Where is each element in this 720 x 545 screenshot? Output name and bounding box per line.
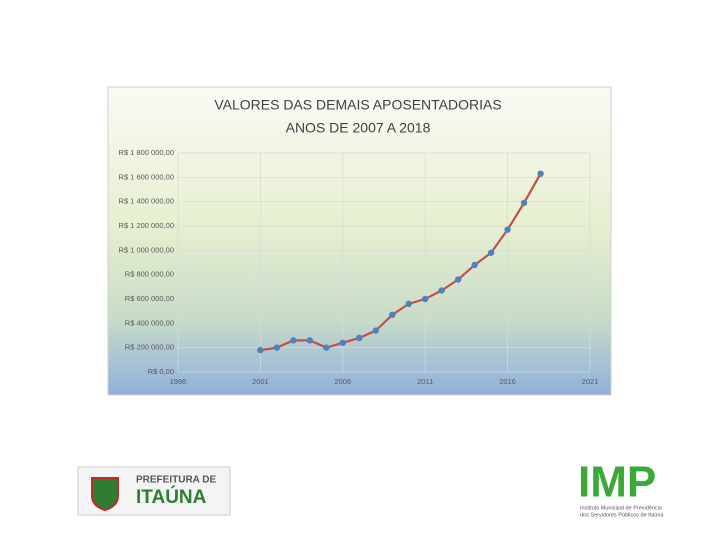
chart-subtitle: ANOS DE 2007 A 2018 bbox=[286, 120, 431, 136]
logo-text: Instituto Municipal de Previdência bbox=[580, 505, 663, 511]
logo-text: PREFEITURA DE bbox=[136, 475, 217, 486]
y-tick-label: R$ 1 600 000,00 bbox=[119, 172, 174, 181]
chart-title: VALORES DAS DEMAIS APOSENTADORIAS bbox=[214, 97, 501, 113]
point bbox=[405, 300, 412, 308]
point bbox=[306, 337, 314, 344]
point bbox=[454, 276, 462, 283]
point bbox=[257, 346, 264, 354]
y-tick-label: R$ 0,00 bbox=[148, 367, 174, 376]
point bbox=[520, 199, 528, 207]
right-logo: IMP Instituto Municipal de Previdência d… bbox=[578, 458, 664, 519]
point bbox=[372, 327, 379, 334]
point bbox=[487, 249, 495, 256]
y-tick-label: R$ 1 400 000,00 bbox=[119, 197, 174, 206]
point bbox=[438, 287, 445, 294]
x-tick-label: 2006 bbox=[334, 377, 351, 386]
y-tick-label: R$ 1 200 000,00 bbox=[119, 221, 174, 230]
point bbox=[356, 334, 363, 342]
x-tick-label: 2021 bbox=[582, 377, 599, 386]
point bbox=[323, 344, 330, 351]
y-tick-label: R$ 800 000,00 bbox=[125, 270, 174, 279]
coat-of-arms bbox=[91, 477, 119, 512]
y-tick-label: R$ 200 000,00 bbox=[125, 343, 174, 352]
logo-text: ITAÚNA bbox=[136, 486, 207, 508]
point bbox=[504, 226, 511, 233]
logo-text: dos Servidores Públicos de Itaúna bbox=[580, 512, 664, 518]
x-tick-label: 2001 bbox=[252, 377, 269, 386]
chart-area bbox=[107, 86, 612, 396]
x-tick-label: 1996 bbox=[170, 377, 187, 386]
point bbox=[290, 337, 297, 344]
y-tick-label: R$ 1 800 000,00 bbox=[119, 148, 174, 157]
x-tick-label: 2016 bbox=[499, 377, 516, 386]
point bbox=[273, 344, 281, 351]
point bbox=[389, 311, 396, 319]
point bbox=[471, 261, 478, 269]
point bbox=[537, 170, 544, 177]
point bbox=[422, 295, 429, 303]
logo-acronym: IMP bbox=[578, 458, 656, 507]
y-tick-label: R$ 1 000 000,00 bbox=[119, 245, 174, 254]
y-tick-label: R$ 600 000,00 bbox=[125, 294, 174, 303]
point bbox=[339, 339, 346, 346]
y-tick-label: R$ 400 000,00 bbox=[125, 318, 174, 327]
left-logo: PREFEITURA DE ITAÚNA bbox=[77, 466, 231, 516]
plot: R$ 0,00 R$ 200 000,00 R$ 400 000,00 R$ 600 … bbox=[119, 148, 599, 386]
x-tick-label: 2011 bbox=[417, 377, 433, 386]
